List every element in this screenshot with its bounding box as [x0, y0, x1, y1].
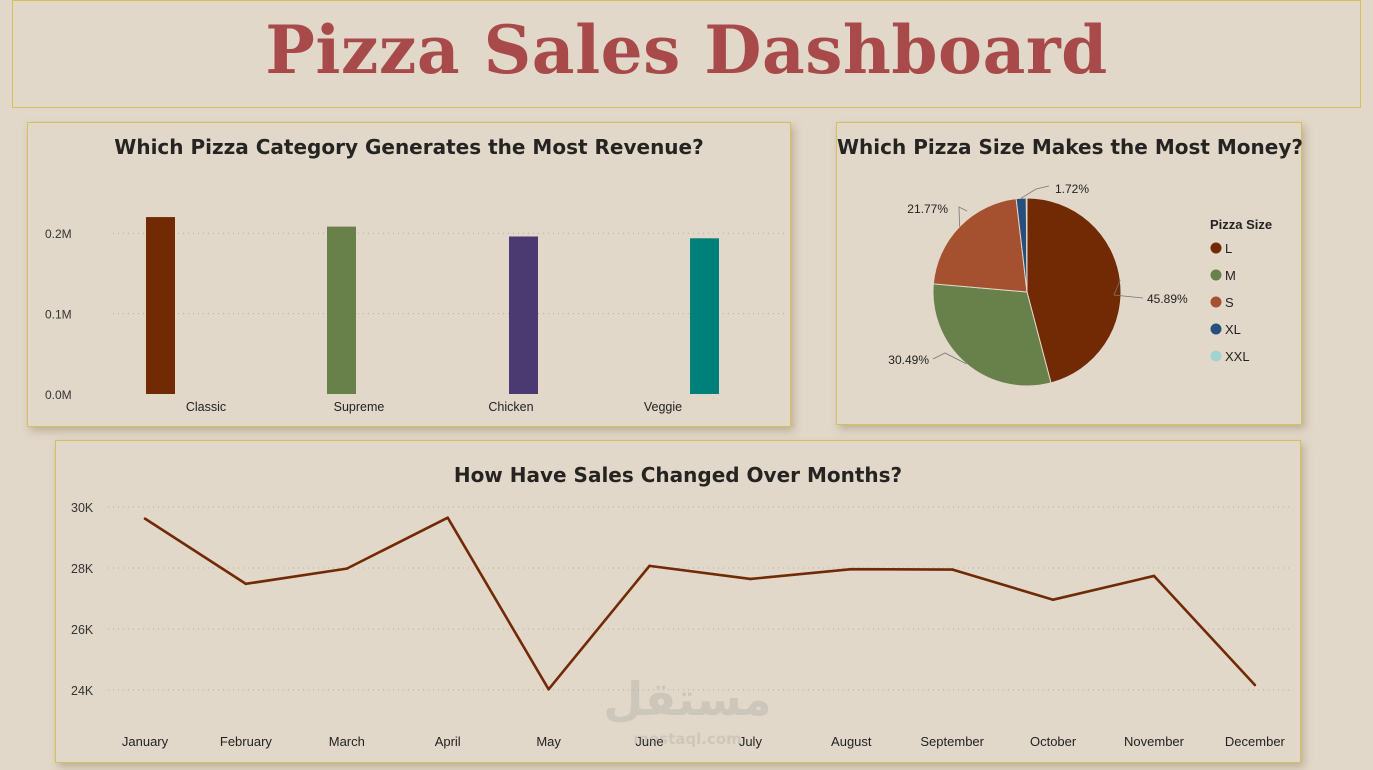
bar-x-tick-label: Supreme — [334, 400, 385, 414]
line-x-tick-label: August — [831, 734, 872, 749]
dashboard-title: Pizza Sales Dashboard — [265, 11, 1108, 89]
line-x-tick-label: June — [635, 734, 663, 749]
sales-point — [244, 582, 248, 586]
line-x-tick-label: April — [435, 734, 461, 749]
pie-legend-title: Pizza Size — [1210, 217, 1272, 232]
line-y-tick-label: 30K — [71, 501, 94, 515]
bar-x-tick-label: Veggie — [644, 400, 682, 414]
pie-leader-line — [958, 206, 968, 227]
line-x-tick-label: May — [536, 734, 561, 749]
pie-legend-label: L — [1225, 241, 1232, 256]
category-revenue-panel[interactable]: Which Pizza Category Generates the Most … — [27, 122, 791, 427]
pie-data-label: 21.77% — [907, 202, 948, 216]
line-x-tick-label: March — [329, 734, 365, 749]
bar-x-tick-label: Chicken — [488, 400, 533, 414]
sales-point — [1152, 574, 1156, 578]
bar-supreme — [327, 226, 356, 394]
sales-point — [345, 567, 349, 570]
size-revenue-panel[interactable]: Which Pizza Size Makes the Most Money? 4… — [836, 122, 1303, 425]
sales-point — [950, 568, 954, 571]
pie-data-label: 45.89% — [1147, 292, 1188, 306]
pie-legend-marker-m — [1210, 269, 1222, 281]
bar-classic — [146, 217, 175, 394]
line-x-tick-label: January — [122, 734, 169, 749]
bar-chart-title: Which Pizza Category Generates the Most … — [114, 135, 704, 159]
pie-data-label: 30.49% — [888, 353, 929, 367]
pie-legend-marker-xl — [1210, 323, 1222, 335]
pie-legend-label: XL — [1225, 322, 1241, 337]
sales-point — [648, 564, 651, 568]
pie-legend-label: S — [1225, 295, 1234, 310]
line-y-tick-label: 26K — [71, 623, 94, 637]
sales-point — [1051, 598, 1055, 601]
dashboard-header: Pizza Sales Dashboard — [12, 0, 1361, 108]
pie-data-label: 1.72% — [1055, 182, 1089, 196]
pie-slice-xxl — [1025, 197, 1028, 293]
pie-legend-label: M — [1225, 268, 1236, 283]
sales-point — [749, 577, 752, 581]
line-x-tick-label: February — [220, 734, 273, 749]
pie-leader-line — [1021, 185, 1050, 199]
line-x-tick-label: September — [920, 734, 984, 749]
monthly-sales-panel[interactable]: How Have Sales Changed Over Months? 24K 2… — [55, 440, 1301, 763]
line-y-tick-label: 28K — [71, 562, 94, 576]
line-x-tick-label: December — [1225, 734, 1286, 749]
sales-point — [850, 567, 853, 571]
pie-legend-marker-xxl — [1210, 350, 1222, 362]
sales-point — [143, 517, 147, 520]
bar-x-tick-label: Classic — [186, 400, 226, 414]
pie-chart: 45.89% 30.49% 21.77% 1.72% Pizza Size LMS XL XX… — [888, 182, 1272, 387]
sales-point — [547, 687, 550, 691]
bar-chicken — [509, 236, 538, 394]
pie-legend-marker-s — [1210, 296, 1222, 308]
pie-legend-label: XXL — [1225, 349, 1250, 364]
pie-leader-line — [1113, 279, 1144, 299]
line-y-tick-label: 24K — [71, 684, 94, 698]
line-x-tick-label: July — [739, 734, 763, 749]
bar-y-tick-label: 0.2M — [45, 227, 72, 241]
bar-y-tick-label: 0.1M — [45, 308, 72, 322]
bar-veggie — [690, 238, 719, 394]
sales-point — [1253, 683, 1257, 687]
sales-point — [446, 516, 450, 520]
pie-legend-marker-l — [1210, 242, 1222, 254]
bar-chart: 0.0M 0.1M 0.2M Classic Supreme Chicken Veggie — [45, 217, 788, 414]
pie-chart-title: Which Pizza Size Makes the Most Money? — [837, 135, 1303, 159]
line-x-tick-label: October — [1030, 734, 1077, 749]
line-chart: 24K 26K 28K 30K January February March April May… — [71, 501, 1292, 749]
line-x-tick-label: November — [1124, 734, 1185, 749]
line-chart-title: How Have Sales Changed Over Months? — [453, 463, 903, 487]
bar-y-tick-label: 0.0M — [45, 388, 72, 402]
pie-slice-m — [932, 283, 1052, 387]
pie-leader-line — [932, 352, 967, 365]
pie-slice-s — [932, 198, 1028, 293]
sales-line — [144, 516, 1256, 691]
